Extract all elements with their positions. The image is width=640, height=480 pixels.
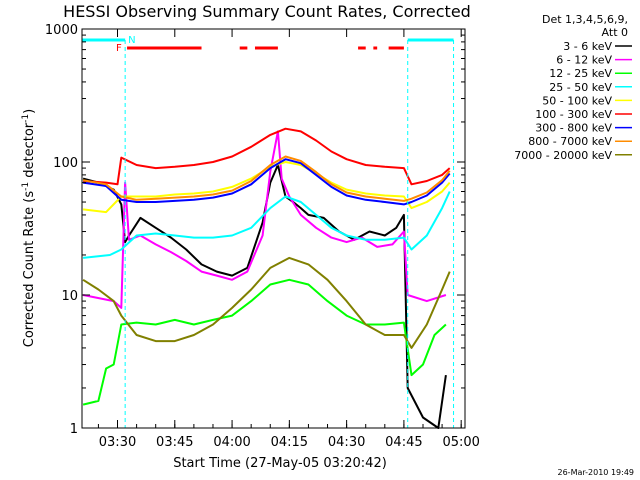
legend-label-3: 25 - 50 keV bbox=[549, 81, 612, 94]
y-tick-label-2: 100 bbox=[53, 156, 78, 171]
series-line-2 bbox=[82, 278, 447, 406]
plot-frame bbox=[81, 28, 466, 429]
legend-label-6: 300 - 800 keV bbox=[535, 122, 612, 135]
legend-label-5: 100 - 300 keV bbox=[535, 108, 612, 121]
series-line-1 bbox=[82, 130, 447, 309]
plot-area: NF bbox=[81, 28, 466, 429]
legend-label-2: 12 - 25 keV bbox=[549, 67, 612, 80]
x-tick-label-0: 03:30 bbox=[99, 435, 136, 450]
chart-title: HESSI Observing Summary Count Rates, Cor… bbox=[63, 2, 471, 21]
y-tick-label-3: 1000 bbox=[45, 23, 78, 38]
generation-timestamp: 26-Mar-2010 19:49 bbox=[558, 468, 635, 477]
x-tick-label-5: 04:45 bbox=[385, 435, 422, 450]
x-axis-label: Start Time (27-May-05 03:20:42) bbox=[173, 456, 387, 471]
legend-header-attenuator: Att 0 bbox=[602, 26, 628, 39]
series-line-5 bbox=[83, 127, 451, 186]
y-axis: 1 10 100 1000 bbox=[45, 23, 465, 437]
x-tick-label-1: 03:45 bbox=[156, 435, 193, 450]
legend-label-7: 800 - 7000 keV bbox=[528, 135, 612, 148]
legend-label-0: 3 - 6 keV bbox=[563, 40, 612, 53]
legend-header-detectors: Det 1,3,4,5,6,9, bbox=[542, 13, 628, 26]
x-tick-label-6: 05:00 bbox=[442, 435, 479, 450]
x-tick-label-3: 04:15 bbox=[271, 435, 308, 450]
y-tick-label-1: 10 bbox=[61, 289, 78, 304]
series-line-6 bbox=[82, 158, 451, 206]
series-line-3 bbox=[82, 191, 451, 259]
legend-label-8: 7000 - 20000 keV bbox=[514, 149, 612, 162]
x-axis: 03:30 03:45 04:00 04:15 04:30 04:45 05:00 bbox=[97, 29, 480, 450]
legend-label-1: 6 - 12 keV bbox=[556, 54, 612, 67]
series-line-8 bbox=[82, 256, 451, 349]
y-axis-label: Corrected Count Rate (s-1 detector-1) bbox=[21, 109, 37, 347]
y-tick-label-0: 1 bbox=[70, 422, 78, 437]
legend-label-4: 50 - 100 keV bbox=[542, 94, 612, 107]
series-line-0 bbox=[82, 164, 447, 429]
night-label: N bbox=[128, 35, 135, 46]
x-tick-label-2: 04:00 bbox=[213, 435, 250, 450]
flare-flag-label: F bbox=[116, 43, 122, 54]
x-tick-label-4: 04:30 bbox=[328, 435, 365, 450]
series-line-7 bbox=[82, 155, 451, 202]
